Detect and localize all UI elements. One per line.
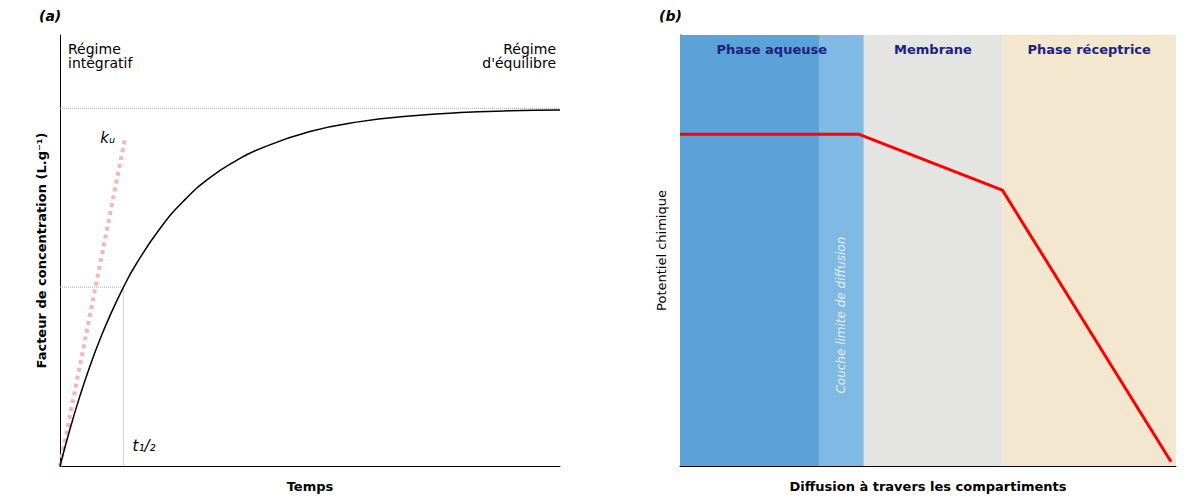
svg-text:Diffusion à travers les compar: Diffusion à travers les compartiments xyxy=(789,479,1066,494)
svg-text:Potentiel chimique: Potentiel chimique xyxy=(654,190,669,311)
svg-text:Phase aqueuse: Phase aqueuse xyxy=(716,42,827,57)
svg-text:(b): (b) xyxy=(659,8,682,24)
svg-text:Phase réceptrice: Phase réceptrice xyxy=(1028,42,1151,57)
svg-text:d'équilibre: d'équilibre xyxy=(482,55,556,71)
svg-text:t₁/₂: t₁/₂ xyxy=(133,437,156,455)
svg-text:kᵤ: kᵤ xyxy=(100,129,115,147)
svg-text:Couche limite de diffusion: Couche limite de diffusion xyxy=(834,237,848,394)
svg-text:Temps: Temps xyxy=(287,479,334,494)
svg-text:Membrane: Membrane xyxy=(894,42,972,57)
svg-text:intégratif: intégratif xyxy=(68,55,133,71)
svg-text:Régime: Régime xyxy=(68,41,121,57)
svg-text:Régime: Régime xyxy=(503,41,556,57)
svg-text:Facteur de concentration (L.g⁻: Facteur de concentration (L.g⁻¹) xyxy=(34,133,49,369)
svg-text:(a): (a) xyxy=(39,8,61,24)
